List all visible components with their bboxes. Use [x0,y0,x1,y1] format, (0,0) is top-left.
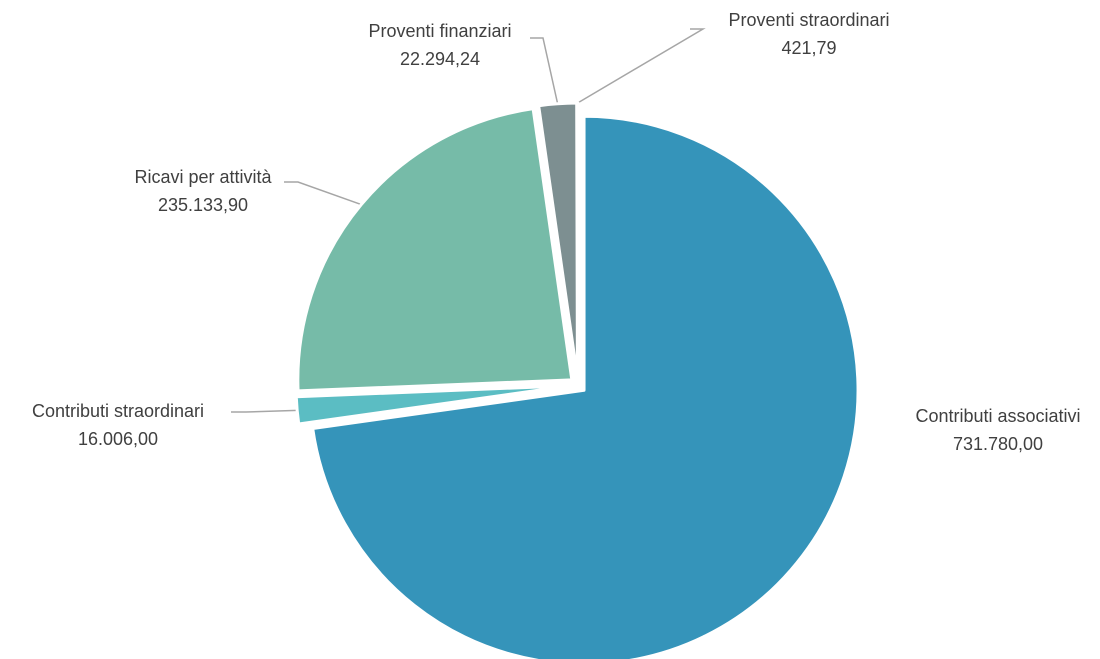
data-label-category: Proventi finanziari [368,21,512,41]
data-label-proventi-straordinari: Proventi straordinari 421,79 [694,6,924,62]
pie-slice-proventi-straordinari [575,101,580,379]
leader-lines [231,28,706,413]
data-label-value: 22.294,24 [399,49,481,69]
pie-slice-contributi-associativi [311,114,860,659]
pie-slices [294,101,860,659]
data-label-value: 421,79 [781,38,837,58]
data-label-category: Ricavi per attività [134,167,272,187]
pie-slice-contributi-straordinari [294,384,572,426]
data-label-contributi-associativi: Contributi associativi 731.780,00 [893,402,1100,458]
data-label-ricavi-per-attivita: Ricavi per attività 235.133,90 [108,163,298,219]
data-label-category: Proventi straordinari [728,10,890,30]
data-label-value: 731.780,00 [952,434,1044,454]
data-label-category: Contributi straordinari [31,401,205,421]
leader-line [530,37,559,104]
data-label-category: Contributi associativi [915,406,1081,426]
pie-slice-ricavi-per-attivit [296,107,574,393]
data-label-proventi-finanziari: Proventi finanziari 22.294,24 [340,17,540,73]
data-label-contributi-straordinari: Contributi straordinari 16.006,00 [4,397,232,453]
data-label-value: 16.006,00 [77,429,159,449]
leader-line [231,409,298,413]
leader-line [284,181,362,206]
leader-line [577,28,706,104]
data-label-value: 235.133,90 [157,195,249,215]
